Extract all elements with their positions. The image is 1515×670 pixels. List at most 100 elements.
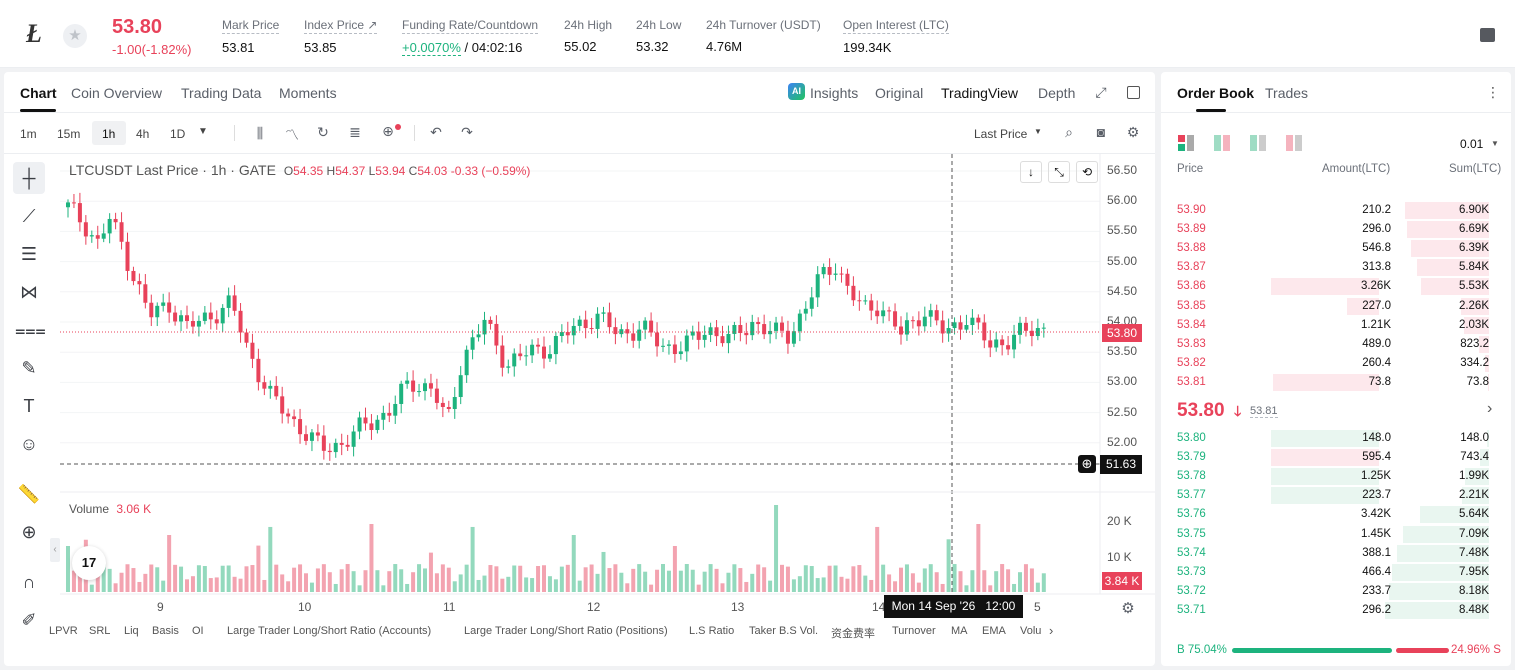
candle-type-icon[interactable]: ⫼ <box>256 125 264 141</box>
emoji-tool-icon[interactable]: ☺ <box>19 434 39 454</box>
indicator-srl[interactable]: SRL <box>89 625 111 637</box>
indicator-funding-rate[interactable]: 资金费率 <box>831 628 875 640</box>
zoom-in-icon[interactable]: ⊕ <box>21 522 37 542</box>
magnet-icon[interactable]: ∩ <box>22 572 36 592</box>
view-asks-icon[interactable] <box>1286 135 1302 151</box>
interval-15m[interactable]: 15m <box>57 127 81 141</box>
order-row[interactable]: 53.85 227.0 2.26K <box>1161 297 1501 316</box>
view-bids-icon[interactable] <box>1250 135 1266 151</box>
order-row[interactable]: 53.75 1.45K 7.09K <box>1161 525 1501 544</box>
price-type-select[interactable]: Last Price <box>974 127 1028 141</box>
compare-icon[interactable]: ↻ <box>317 124 329 140</box>
order-row[interactable]: 53.74 388.1 7.48K <box>1161 544 1501 563</box>
tradingview-view-button[interactable]: TradingView <box>941 85 1019 101</box>
collapse-toolbar-icon[interactable]: ‹ <box>50 538 60 562</box>
order-row[interactable]: 53.86 3.26K 5.53K <box>1161 277 1501 296</box>
order-row[interactable]: 53.82 260.4 334.2 <box>1161 354 1501 373</box>
reset-icon[interactable]: ⟲ <box>1076 161 1098 183</box>
indicator-volume[interactable]: Volu <box>1020 625 1042 637</box>
redo-icon[interactable]: ↷ <box>461 124 473 140</box>
camera-icon[interactable]: ◙ <box>1096 124 1106 140</box>
chevron-down-icon[interactable]: ▼ <box>1491 139 1499 148</box>
stat-index-price[interactable]: Index Price ↗ 53.85 <box>304 18 378 55</box>
order-row[interactable]: 53.79 595.4 743.4 <box>1161 448 1501 467</box>
order-row[interactable]: 53.84 1.21K 2.03K <box>1161 316 1501 335</box>
crosshair-tool-icon[interactable]: ┼ <box>22 168 36 188</box>
settings-gear-icon[interactable]: ⚙ <box>1126 124 1140 140</box>
indicator-lpvr[interactable]: LPVR <box>49 625 78 637</box>
tab-chart[interactable]: Chart <box>20 85 57 101</box>
depth-view-button[interactable]: Depth <box>1038 85 1076 101</box>
order-row[interactable]: 53.71 296.2 8.48K <box>1161 601 1501 620</box>
pattern-tool-icon[interactable]: ⋈ <box>20 282 38 302</box>
prediction-tool-icon[interactable]: ⩶ <box>15 320 46 340</box>
interval-1d[interactable]: 1D <box>170 127 186 141</box>
trendline-tool-icon[interactable]: ⟋ <box>22 206 36 226</box>
indicators-icon[interactable]: 〽 <box>285 127 299 143</box>
order-row[interactable]: 53.83 489.0 823.2 <box>1161 335 1501 354</box>
chevron-down-icon[interactable]: ▼ <box>1034 127 1042 136</box>
stat-funding-rate[interactable]: Funding Rate/Countdown +0.0070% / 04:02:… <box>402 18 539 56</box>
view-split-icon[interactable] <box>1214 135 1230 151</box>
stat-open-interest[interactable]: Open Interest (LTC) 199.34K <box>843 18 949 55</box>
indicator-large-trader-positions[interactable]: Large Trader Long/Short Ratio (Positions… <box>464 625 668 637</box>
interval-4h[interactable]: 4h <box>136 127 150 141</box>
order-row[interactable]: 53.76 3.42K 5.64K <box>1161 505 1501 524</box>
chevron-right-icon[interactable]: › <box>1049 623 1054 638</box>
lock-drawings-icon[interactable]: ✐ <box>21 610 37 630</box>
add-order-plus-icon[interactable]: ⊕ <box>1078 455 1096 473</box>
templates-icon[interactable]: ≣ <box>349 124 361 140</box>
add-alert-icon[interactable]: ⊕ <box>382 123 394 139</box>
indicator-basis[interactable]: Basis <box>152 625 179 637</box>
order-row[interactable]: 53.80 148.0 148.0 <box>1161 429 1501 448</box>
mark-price[interactable]: 53.81 <box>1250 405 1278 418</box>
scroll-down-icon[interactable]: ↓ <box>1020 161 1042 183</box>
interval-dropdown-icon[interactable]: ▼ <box>198 126 208 137</box>
tab-trades[interactable]: Trades <box>1265 85 1309 101</box>
indicator-ema[interactable]: EMA <box>982 625 1006 637</box>
order-row[interactable]: 53.87 313.8 5.84K <box>1161 258 1501 277</box>
order-row[interactable]: 53.78 1.25K 1.99K <box>1161 467 1501 486</box>
tab-coin-overview[interactable]: Coin Overview <box>71 85 163 101</box>
fib-tool-icon[interactable]: ☰ <box>20 244 38 264</box>
text-tool-icon[interactable]: T <box>23 396 35 416</box>
order-row[interactable]: 53.81 73.8 73.8 <box>1161 373 1501 392</box>
order-row[interactable]: 53.77 223.7 2.21K <box>1161 486 1501 505</box>
fullscreen-icon[interactable] <box>1127 86 1140 99</box>
expand-icon[interactable]: ⤢ <box>1095 84 1107 100</box>
indicator-large-trader-accounts[interactable]: Large Trader Long/Short Ratio (Accounts) <box>227 625 432 637</box>
indicator-taker-bs[interactable]: Taker B.S Vol. <box>749 625 819 637</box>
ruler-tool-icon[interactable]: 📏 <box>17 484 41 504</box>
ai-insights-icon[interactable]: AI <box>788 83 805 100</box>
interval-1m[interactable]: 1m <box>20 127 37 141</box>
insights-button[interactable]: Insights <box>810 85 859 101</box>
undo-icon[interactable]: ↶ <box>430 124 442 140</box>
indicator-turnover[interactable]: Turnover <box>892 625 936 637</box>
order-row[interactable]: 53.90 210.2 6.90K <box>1161 201 1501 220</box>
settings-icon[interactable]: ⚙ <box>1121 600 1135 617</box>
order-row[interactable]: 53.72 233.7 8.18K <box>1161 582 1501 601</box>
stat-mark-price[interactable]: Mark Price 53.81 <box>222 18 280 55</box>
order-row[interactable]: 53.73 466.4 7.95K <box>1161 563 1501 582</box>
interval-1h-bg[interactable] <box>92 121 126 145</box>
interval-1h[interactable]: 1h <box>102 127 116 141</box>
tab-order-book[interactable]: Order Book <box>1177 85 1255 101</box>
price-chart[interactable] <box>60 154 1155 666</box>
indicator-ma[interactable]: MA <box>951 625 968 637</box>
notebook-icon[interactable] <box>1480 28 1495 42</box>
search-icon[interactable]: ⌕ <box>1065 124 1073 140</box>
view-both-icon[interactable] <box>1178 135 1194 151</box>
brush-tool-icon[interactable]: ✎ <box>21 358 37 378</box>
tradingview-logo[interactable]: 17 <box>72 546 106 580</box>
original-view-button[interactable]: Original <box>875 85 924 101</box>
order-row[interactable]: 53.89 296.0 6.69K <box>1161 220 1501 239</box>
precision-select[interactable]: 0.01 <box>1460 137 1484 151</box>
indicator-ls-ratio[interactable]: L.S Ratio <box>689 625 735 637</box>
tab-moments[interactable]: Moments <box>279 85 337 101</box>
order-row[interactable]: 53.88 546.8 6.39K <box>1161 239 1501 258</box>
collapse-icon[interactable]: ⤡ <box>1048 161 1070 183</box>
indicator-liq[interactable]: Liq <box>124 625 139 637</box>
chevron-right-icon[interactable]: › <box>1487 400 1493 417</box>
indicator-oi[interactable]: OI <box>192 625 204 637</box>
tab-trading-data[interactable]: Trading Data <box>181 85 262 101</box>
